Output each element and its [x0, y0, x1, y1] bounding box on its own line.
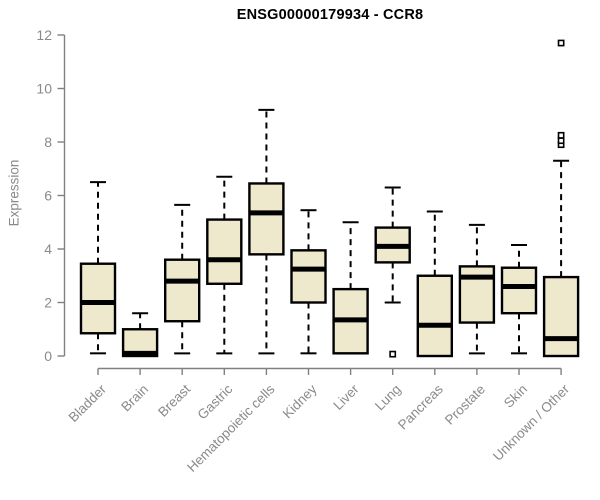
x-tick-label: Brain	[118, 382, 151, 415]
x-tick-label: Unknown / Other	[490, 381, 573, 464]
box	[500, 266, 538, 315]
outlier-point	[389, 350, 397, 358]
x-tick-label: Gastric	[195, 381, 236, 422]
box	[248, 182, 285, 256]
y-tick-label: 12	[36, 27, 52, 43]
x-tick-label: Bladder	[66, 381, 110, 425]
x-tick-label: Pancreas	[395, 381, 446, 432]
x-tick-label: Skin	[501, 382, 530, 411]
y-tick-label: 6	[44, 188, 52, 204]
y-axis-title: Expression	[6, 159, 22, 227]
x-tick-label: Breast	[155, 381, 193, 419]
y-tick-label: 4	[44, 241, 52, 257]
box	[290, 249, 327, 304]
y-tick-label: 2	[44, 295, 52, 311]
y-tick-label: 0	[44, 348, 52, 364]
x-tick-label: Liver	[330, 381, 362, 413]
x-tick-label: Prostate	[442, 382, 488, 428]
box	[416, 274, 453, 358]
outlier-point	[557, 39, 565, 47]
box	[163, 258, 201, 323]
outlier-point	[557, 131, 565, 139]
chart-title: ENSG00000179934 - CCR8	[236, 7, 424, 23]
box	[79, 262, 117, 335]
x-tick-label: Kidney	[280, 381, 320, 421]
y-tick-label: 8	[44, 134, 52, 150]
y-tick-label: 10	[36, 81, 52, 97]
x-tick-label: Lung	[372, 382, 404, 414]
box	[206, 218, 243, 285]
outlier-point	[557, 137, 565, 145]
box	[542, 275, 580, 358]
